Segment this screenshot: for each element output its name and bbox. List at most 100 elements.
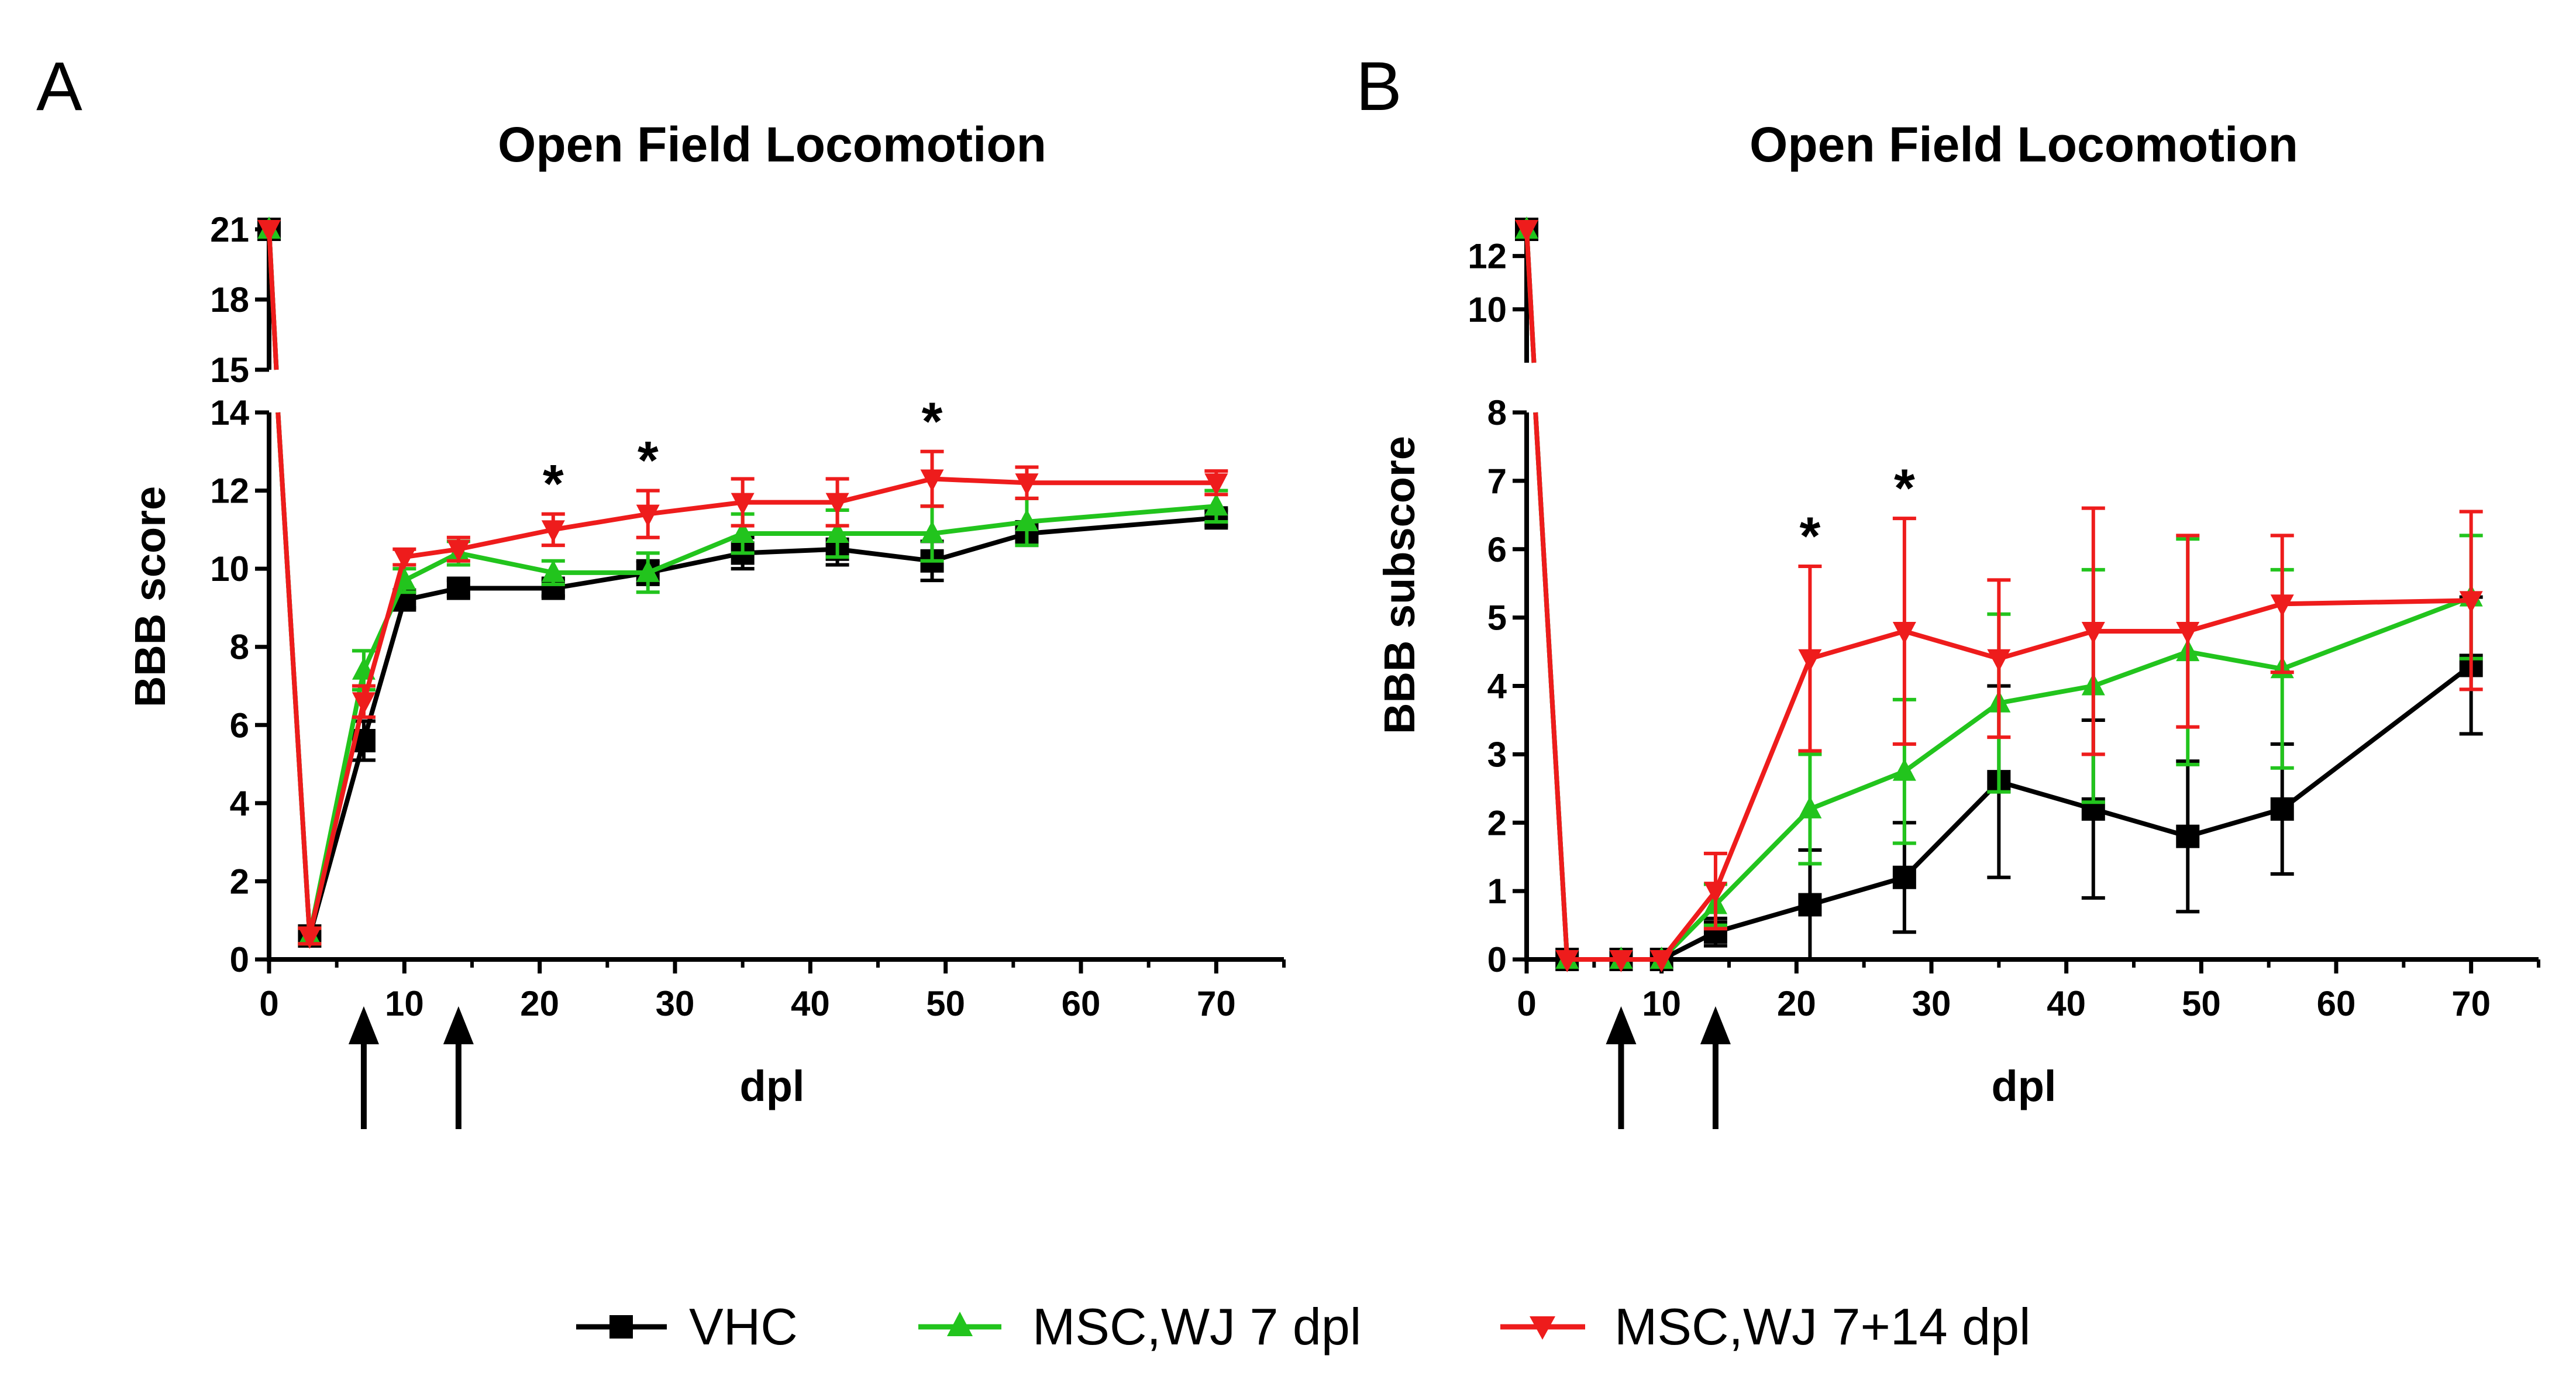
y-tick-label: 0: [230, 940, 249, 979]
data-point: [1987, 649, 2011, 672]
data-point: [1015, 473, 1039, 496]
data-point: [352, 692, 376, 715]
legend-item-msc-7: MSC,WJ 7 dpl: [918, 1298, 1361, 1356]
series-segment: [1809, 629, 1905, 661]
significance-star: *: [543, 455, 564, 514]
series-segment: [1027, 504, 1217, 524]
series-segment: [553, 570, 649, 591]
y-tick-label: 14: [210, 393, 249, 432]
legend-marker-triangle-down: [1530, 1316, 1555, 1340]
panel-a-chart: Open Field Locomotion dpl BBB score 0 2 4 6…: [126, 117, 1286, 1129]
panel-b-chart: Open Field Locomotion dpl BBB subscore 0…: [1375, 117, 2540, 1129]
x-tick-label: 30: [1912, 984, 1951, 1023]
series-segment: [2092, 649, 2189, 689]
x-tick-label: 40: [791, 984, 830, 1023]
series-segment: [1713, 658, 1813, 892]
y-tick-label: 6: [230, 706, 249, 745]
data-point: [1892, 758, 1916, 781]
y-tick-label: 4: [230, 784, 250, 823]
series-segment: [1524, 229, 1537, 363]
x-tick-label: 40: [2047, 984, 2086, 1023]
panel-a-y-axis-label: BBB score: [126, 486, 174, 707]
series-segment: [1714, 807, 1812, 907]
y-tick-label: 7: [1487, 462, 1507, 501]
y-tick-label: 10: [210, 549, 249, 589]
series-segment: [1533, 412, 1570, 960]
series-segment: [1998, 779, 2094, 811]
y-tick-label: 15: [210, 350, 249, 390]
series-segment: [2282, 598, 2471, 607]
panel-b-title: Open Field Locomotion: [1750, 117, 2298, 172]
series-segment: [1027, 515, 1217, 536]
data-point: [1798, 893, 1822, 917]
panel-b-data: **: [1515, 216, 2483, 972]
series-segment: [553, 511, 649, 532]
y-tick-label: 2: [1487, 803, 1507, 842]
x-tick-label: 70: [1197, 984, 1236, 1023]
panel-a-data: * * *: [257, 216, 1228, 949]
series-triangle-down: [257, 220, 1228, 949]
data-point: [1204, 493, 1228, 516]
series-segment: [2187, 649, 2283, 672]
data-point: [392, 548, 416, 570]
x-tick-label: 60: [1062, 984, 1101, 1023]
data-point: [1703, 882, 1727, 904]
data-point: [825, 493, 849, 515]
data-point: [2459, 591, 2483, 614]
series-segment: [2187, 807, 2283, 839]
series-triangle-down: [1515, 220, 2483, 972]
series-segment: [275, 412, 312, 937]
x-tick-label: 70: [2451, 984, 2491, 1023]
significance-star: *: [638, 431, 659, 491]
series-segment: [2281, 663, 2473, 811]
y-tick-label: 10: [1468, 290, 1507, 329]
legend-label-msc-7-14: MSC,WJ 7+14 dpl: [1614, 1298, 2031, 1356]
series-segment: [404, 546, 459, 560]
y-tick-label: 8: [1487, 393, 1507, 432]
y-tick-label: 3: [1487, 735, 1507, 774]
panel-b-y-axis-label: BBB subscore: [1375, 436, 1424, 734]
data-point: [1204, 473, 1228, 496]
y-tick-label: 8: [230, 628, 249, 667]
series-segment: [1998, 683, 2094, 706]
series-segment: [837, 546, 933, 563]
legend-label-vhc: VHC: [689, 1298, 798, 1356]
data-point: [1649, 950, 1673, 972]
data-point: [1555, 950, 1579, 972]
data-point: [1892, 622, 1916, 644]
y-tick-label: 6: [1487, 530, 1507, 569]
y-tick-label: 4: [1487, 667, 1507, 706]
treatment-arrow-head: [443, 1006, 474, 1044]
treatment-arrow-head: [1606, 1006, 1637, 1044]
significance-star: *: [1799, 507, 1820, 566]
series-segment: [2281, 594, 2472, 672]
significance-star: *: [922, 392, 943, 452]
x-tick-label: 20: [1777, 984, 1816, 1023]
data-point: [446, 539, 470, 562]
data-point: [2081, 622, 2105, 644]
x-tick-label: 10: [1642, 984, 1681, 1023]
series-segment: [458, 527, 554, 552]
series-segment: [1714, 902, 1811, 935]
data-point: [636, 504, 660, 527]
series-segment: [931, 531, 1028, 563]
data-point: [541, 520, 565, 543]
data-point: [2176, 622, 2200, 644]
x-tick-label: 50: [2182, 984, 2221, 1023]
series-segment: [2187, 601, 2283, 634]
data-point: [1015, 509, 1039, 531]
data-point: [731, 521, 755, 543]
legend-item-vhc: VHC: [576, 1298, 798, 1356]
panel-b-x-axis-label: dpl: [1992, 1062, 2057, 1110]
series-segment: [742, 546, 838, 556]
x-tick-label: 60: [2317, 984, 2356, 1023]
series-segment: [2092, 807, 2189, 839]
legend: VHC MSC,WJ 7 dpl MSC,WJ 7+14 dpl: [576, 1298, 2031, 1356]
series-segment: [1903, 780, 2001, 879]
data-point: [1609, 950, 1633, 972]
data-point: [2270, 797, 2294, 821]
series-segment: [361, 556, 407, 703]
x-tick-label: 10: [385, 984, 424, 1023]
